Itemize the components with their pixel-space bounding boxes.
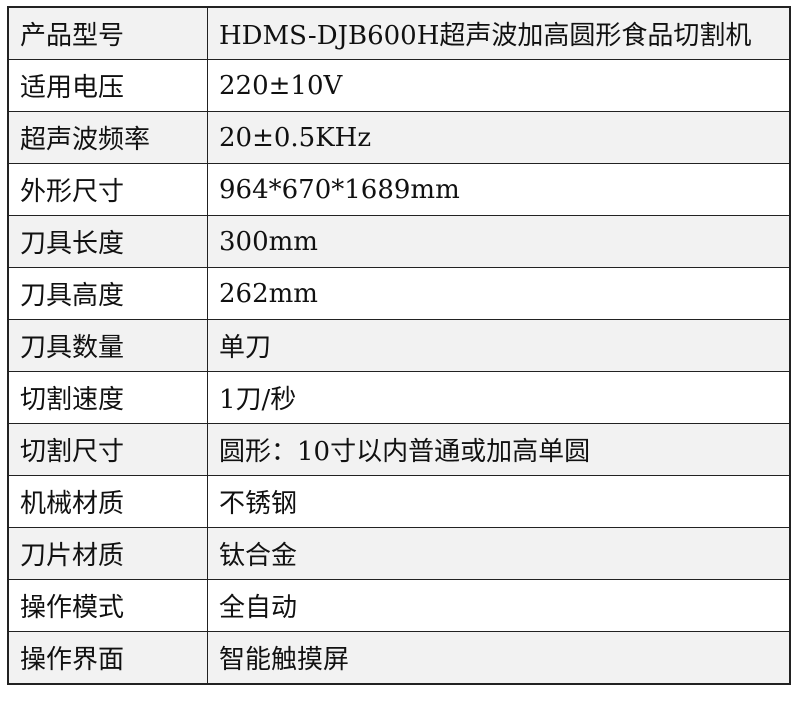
table-row: 适用电压 220±10V: [7, 59, 791, 112]
spec-value: 262mm: [207, 267, 791, 320]
spec-label: 刀片材质: [7, 527, 208, 580]
table-row: 外形尺寸 964*670*1689mm: [7, 163, 791, 216]
table-row: 超声波频率 20±0.5KHz: [7, 111, 791, 164]
spec-label: 超声波频率: [7, 111, 208, 164]
spec-value: 圆形：10寸以内普通或加高单圆: [207, 423, 791, 476]
table-row: 机械材质 不锈钢: [7, 475, 791, 528]
spec-label: 操作模式: [7, 579, 208, 632]
spec-value: 964*670*1689mm: [207, 163, 791, 216]
spec-value: 单刀: [207, 319, 791, 372]
spec-label: 外形尺寸: [7, 163, 208, 216]
table-row: 刀具长度 300mm: [7, 215, 791, 268]
table-row: 操作模式 全自动: [7, 579, 791, 632]
spec-value: 300mm: [207, 215, 791, 268]
spec-value: 智能触摸屏: [207, 631, 791, 685]
spec-label: 操作界面: [7, 631, 208, 685]
table-row: 切割尺寸 圆形：10寸以内普通或加高单圆: [7, 423, 791, 476]
spec-label: 机械材质: [7, 475, 208, 528]
spec-label: 刀具长度: [7, 215, 208, 268]
spec-value: 全自动: [207, 579, 791, 632]
table-row: 操作界面 智能触摸屏: [7, 631, 791, 685]
spec-value: 1刀/秒: [207, 371, 791, 424]
spec-value: 220±10V: [207, 59, 791, 112]
table-row: 切割速度 1刀/秒: [7, 371, 791, 424]
spec-value: HDMS-DJB600H超声波加高圆形食品切割机: [207, 6, 791, 60]
table-row: 刀片材质 钛合金: [7, 527, 791, 580]
spec-value: 不锈钢: [207, 475, 791, 528]
spec-value: 20±0.5KHz: [207, 111, 791, 164]
table-row: 产品型号 HDMS-DJB600H超声波加高圆形食品切割机: [7, 6, 791, 60]
spec-label: 刀具数量: [7, 319, 208, 372]
table-row: 刀具高度 262mm: [7, 267, 791, 320]
spec-table: 产品型号 HDMS-DJB600H超声波加高圆形食品切割机 适用电压 220±10V 超…: [7, 6, 791, 685]
spec-label: 切割尺寸: [7, 423, 208, 476]
table-row: 刀具数量 单刀: [7, 319, 791, 372]
spec-value: 钛合金: [207, 527, 791, 580]
spec-label: 刀具高度: [7, 267, 208, 320]
spec-label: 适用电压: [7, 59, 208, 112]
spec-label: 产品型号: [7, 6, 208, 60]
spec-label: 切割速度: [7, 371, 208, 424]
